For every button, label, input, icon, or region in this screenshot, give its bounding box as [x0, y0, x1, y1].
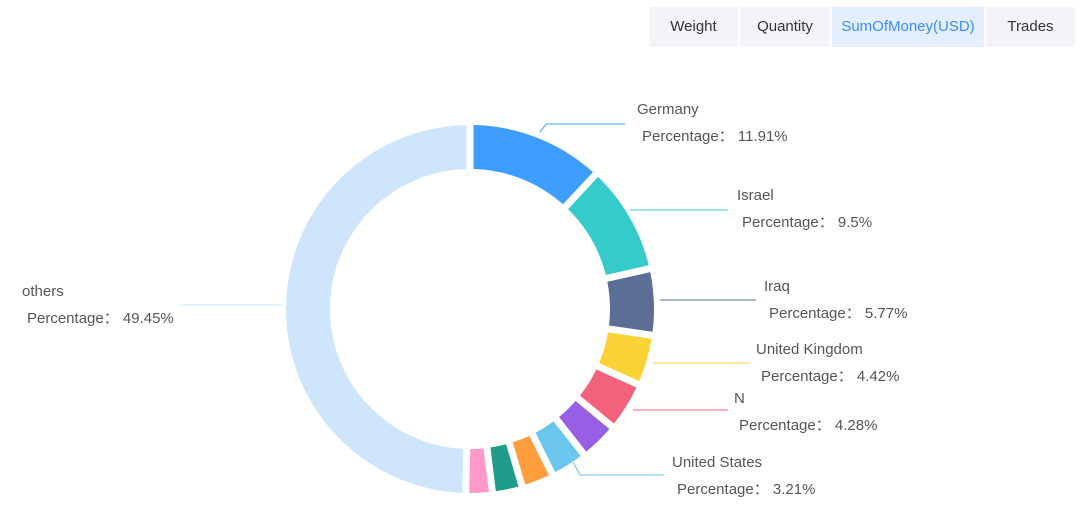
slice-others[interactable]: [285, 125, 467, 493]
slice-united-states[interactable]: [535, 421, 581, 473]
slice-label-united-kingdom: United Kingdom: [756, 341, 863, 358]
slice-label-others: others: [22, 283, 64, 300]
metric-tabs: Weight Quantity SumOfMoney(USD) Trades: [649, 7, 1075, 47]
tab-trades[interactable]: Trades: [984, 7, 1075, 47]
leader-line-germany: [539, 123, 625, 133]
slice-value-united-kingdom: Percentage： 4.42%: [761, 368, 899, 385]
slice-unlabeled-7[interactable]: [512, 435, 549, 485]
slice-value-iraq: Percentage： 5.77%: [769, 305, 907, 322]
tab-quantity[interactable]: Quantity: [738, 7, 830, 47]
slice-n[interactable]: [580, 369, 637, 424]
slice-united-kingdom[interactable]: [599, 332, 652, 382]
slice-label-israel: Israel: [737, 187, 774, 204]
slice-value-others: Percentage： 49.45%: [27, 310, 174, 327]
slice-value-n: Percentage： 4.28%: [739, 417, 877, 434]
slice-unlabeled-5[interactable]: [559, 400, 610, 452]
slice-value-united-states: Percentage： 3.21%: [677, 481, 815, 498]
slice-label-n: N: [734, 390, 745, 407]
slice-unlabeled-9[interactable]: [469, 448, 489, 493]
slice-label-united-states: United States: [672, 454, 762, 471]
tab-sum-of-money[interactable]: SumOfMoney(USD): [830, 7, 984, 47]
slice-iraq[interactable]: [607, 272, 655, 332]
slice-israel[interactable]: [568, 176, 649, 275]
tab-weight[interactable]: Weight: [670, 18, 717, 35]
slice-value-israel: Percentage： 9.5%: [742, 214, 872, 231]
slice-unlabeled-8[interactable]: [490, 444, 519, 492]
slice-label-iraq: Iraq: [764, 278, 790, 295]
slice-germany[interactable]: [473, 125, 593, 205]
slice-value-germany: Percentage： 11.91%: [642, 128, 788, 145]
leader-line-united-states: [572, 461, 664, 476]
slice-label-germany: Germany: [637, 101, 699, 118]
